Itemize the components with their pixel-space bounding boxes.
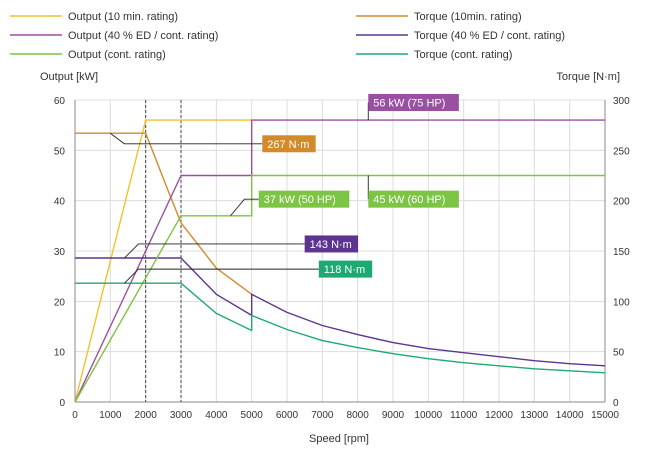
annotation-label-5: 143 N·m	[310, 239, 352, 251]
x-tick-label: 10000	[414, 410, 442, 421]
x-tick-label: 13000	[520, 410, 548, 421]
y-tick-label-right: 250	[613, 146, 630, 157]
series-line-1	[74, 119, 252, 403]
x-tick-label: 7000	[311, 410, 334, 421]
annotation-label-6: 118 N·m	[324, 264, 365, 276]
legend-label: Output (40 % ED / cont. rating)	[68, 30, 218, 42]
y-tick-label-left: 10	[54, 348, 66, 359]
x-axis-title: Speed [rpm]	[309, 433, 369, 445]
annotation-box-5	[304, 235, 359, 253]
grid: 0 1000 2000 3000 4000 5000 6000 7000 8000 9000 100…	[54, 96, 630, 421]
legend-label: Torque (cont. rating)	[414, 49, 512, 61]
annotation-box-3	[258, 190, 350, 208]
series-line-6	[75, 282, 606, 374]
x-tick-label: 5000	[241, 410, 264, 421]
x-tick-label: 2000	[135, 410, 158, 421]
annotation-box-6	[318, 260, 373, 278]
y-tick-label-right: 200	[613, 197, 630, 208]
annotation-box-4	[368, 190, 459, 208]
y-tick-label-right: 100	[613, 297, 630, 308]
annotation-box-2	[262, 135, 316, 153]
annotation-label-3: 37 kW (50 HP)	[264, 194, 336, 206]
legend-label: Torque (40 % ED / cont. rating)	[414, 30, 565, 42]
x-tick-label: 12000	[485, 410, 513, 421]
annotation-box-1	[368, 94, 459, 112]
x-tick-label: 3000	[170, 410, 193, 421]
annotations: 56 kW (75 HP) 267 N·m 37 kW (50 HP) 45 kW (…	[110, 94, 459, 284]
x-tick-label: 9000	[382, 410, 405, 421]
y-axis-title-left: Output [kW]	[40, 71, 98, 83]
annotation-leader-6	[124, 268, 319, 284]
y-tick-label-left: 60	[54, 96, 66, 107]
y-tick-label-left: 20	[54, 297, 66, 308]
annotation-leader-3	[230, 198, 259, 217]
annotation-leader-2	[110, 132, 263, 145]
y-tick-label-left: 40	[54, 197, 66, 208]
y-tick-label-left: 50	[54, 146, 66, 157]
x-tick-label: 1000	[99, 410, 122, 421]
annotation-label-1: 56 kW (75 HP)	[373, 98, 445, 110]
x-tick-label: 6000	[276, 410, 299, 421]
y-tick-label-left: 0	[59, 398, 65, 409]
x-tick-label: 11000	[450, 410, 478, 421]
y-tick-label-right: 150	[613, 247, 630, 258]
legend-label: Output (10 min. rating)	[68, 11, 178, 23]
x-tick-label: 14000	[556, 410, 584, 421]
series-line-5	[74, 174, 605, 403]
x-tick-label: 0	[72, 410, 78, 421]
y-tick-label-left: 30	[54, 247, 66, 258]
legend-label: Torque (10min. rating)	[414, 11, 522, 23]
x-tick-label: 8000	[347, 410, 370, 421]
annotation-label-2: 267 N·m	[267, 139, 309, 151]
series-group	[74, 119, 606, 403]
y-tick-label-right: 300	[613, 96, 630, 107]
y-axis-title-right: Torque [N·m]	[556, 71, 620, 83]
series-line-4	[75, 257, 606, 367]
legend: Output (10 min. rating) Torque (10min. ra…	[10, 11, 565, 61]
y-tick-label-right: 0	[613, 398, 619, 409]
x-tick-label: 4000	[205, 410, 228, 421]
annotation-leader-5	[124, 243, 305, 259]
annotation-label-4: 45 kW (60 HP)	[373, 194, 445, 206]
y-tick-label-right: 50	[613, 348, 625, 359]
series-line-2	[75, 132, 253, 295]
x-tick-label: 15000	[591, 410, 619, 421]
legend-label: Output (cont. rating)	[68, 49, 166, 61]
axes: Output [kW] Torque [N·m] Speed [rpm]	[40, 71, 620, 445]
